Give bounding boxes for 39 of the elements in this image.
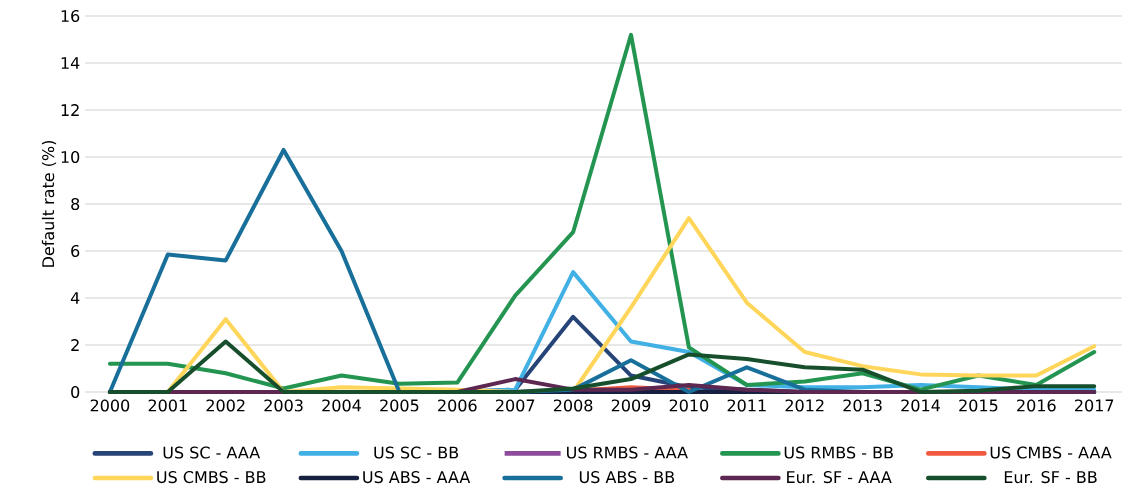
legend-label: US ABS - AAA <box>363 471 471 484</box>
legend-label: Eur. SF - AAA <box>787 471 892 484</box>
x-tick-label: 2015 <box>959 399 998 412</box>
x-tick-label: 2016 <box>1017 399 1056 412</box>
x-tick-label: 2002 <box>206 399 245 412</box>
x-tick-label: 2005 <box>380 399 419 412</box>
legend-label: US RMBS - AAA <box>567 446 688 459</box>
y-tick-label: 8 <box>71 197 80 211</box>
y-tick-label: 0 <box>71 385 80 399</box>
legend-label: US RMBS - BB <box>784 446 893 459</box>
x-tick-label: 2006 <box>438 399 477 412</box>
legend-label: US ABS - BB <box>579 471 675 484</box>
legend-label: US CMBS - AAA <box>990 446 1112 459</box>
y-tick-label: 10 <box>61 150 80 164</box>
x-tick-label: 2004 <box>322 399 361 412</box>
y-tick-label: 12 <box>61 104 79 116</box>
legend-label: US SC - AAA <box>163 446 261 459</box>
x-tick-label: 2009 <box>611 399 651 412</box>
x-tick-label: 2014 <box>901 399 940 412</box>
legend-label: US SC - BB <box>374 446 459 459</box>
x-tick-label: 2003 <box>264 399 303 412</box>
x-tick-label: 2010 <box>669 399 709 412</box>
line-series <box>107 32 1097 392</box>
legend-label: Eur. SF - BB <box>1004 471 1097 484</box>
x-tick-label: 2011 <box>727 399 766 412</box>
y-axis-title: Default rate (%) <box>41 140 57 267</box>
x-tick-label: 2008 <box>553 399 593 412</box>
x-tick-label: 2012 <box>785 399 824 412</box>
y-tick-label: 16 <box>61 9 80 23</box>
y-tick-label: 2 <box>71 339 79 351</box>
x-tick-label: 2001 <box>148 399 187 412</box>
y-tick-label: 6 <box>71 244 80 258</box>
x-tick-label: 2013 <box>843 399 882 412</box>
x-tick-label: 2000 <box>90 399 130 412</box>
y-tick-label: 14 <box>61 57 80 69</box>
legend-label: US CMBS - BB <box>157 471 266 484</box>
x-tick-label: 2007 <box>496 399 535 412</box>
x-tick-label: 2017 <box>1075 399 1114 412</box>
y-tick-label: 4 <box>70 292 80 304</box>
